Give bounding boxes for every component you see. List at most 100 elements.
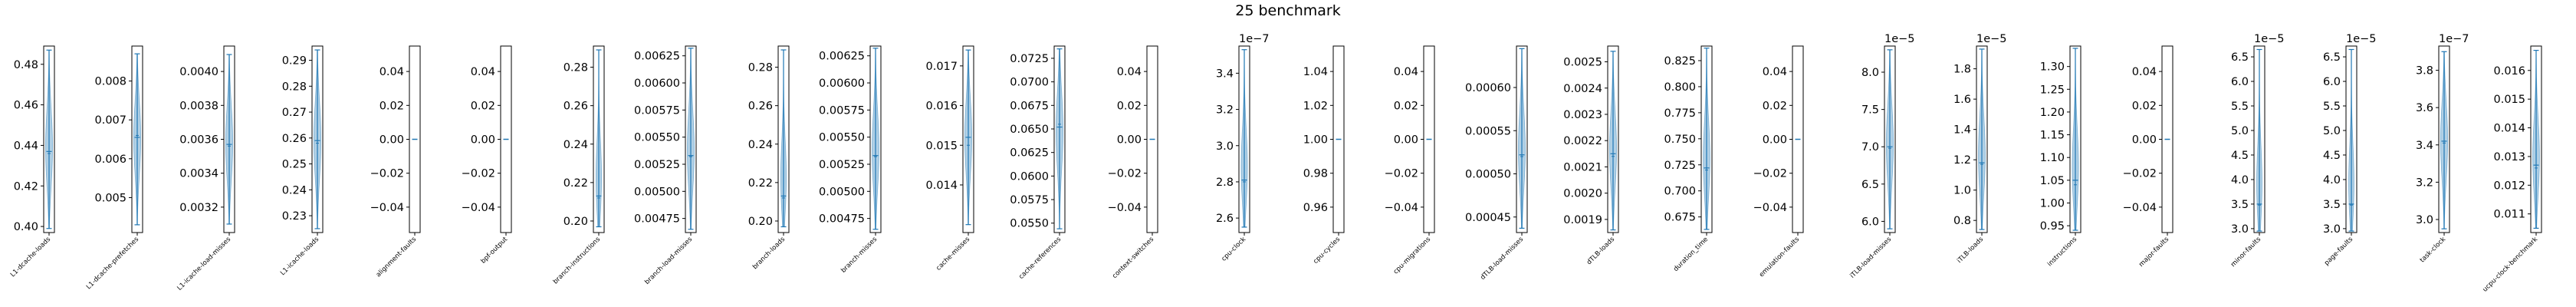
y-tick-label: 3.0 xyxy=(1216,140,1234,153)
category-label: cpu-cycles xyxy=(1312,236,1342,266)
y-tick-label: 1.04 xyxy=(1303,66,1328,78)
y-tick-label: 6.5 xyxy=(1861,179,1879,191)
y-tick-label: 0.22 xyxy=(748,177,773,190)
y-tick-label: 0.02 xyxy=(2132,100,2157,112)
y-tick-label: 5.5 xyxy=(2323,101,2341,113)
category-label: minor-faults xyxy=(2229,236,2263,269)
category-label: page-faults xyxy=(2323,236,2354,267)
y-tick-label: 0.28 xyxy=(282,81,307,93)
y-tick-label: −0.02 xyxy=(462,168,495,180)
y-tick-label: 0.014 xyxy=(925,180,958,192)
category-label: iTLB-load-misses xyxy=(1848,236,1893,280)
y-tick-label: 0.95 xyxy=(2040,220,2065,233)
panel-cache-misses: 0.014 0.015 0.016 0.017 cache-misses xyxy=(925,45,974,272)
y-tick-label: 0.04 xyxy=(380,66,404,78)
y-tick-label: 0.725 xyxy=(1664,160,1696,172)
y-tick-label: 0.012 xyxy=(2493,180,2525,192)
category-label: task-clock xyxy=(2419,236,2447,264)
y-tick-label: 0.014 xyxy=(2493,123,2525,135)
panel-dTLB-load-misses: 0.00045 0.00050 0.00055 0.00060 dTLB-load-mi… xyxy=(1465,45,1528,282)
y-tick-label: 0.00475 xyxy=(634,213,680,226)
category-label: branch-instructions xyxy=(552,236,603,286)
y-tick-label: 0.0650 xyxy=(1010,124,1049,136)
panel-L1-icache-loads: 0.23 0.24 0.25 0.26 0.27 0.28 0.29 L1-icache-lo… xyxy=(279,45,324,277)
y-tick-label: 0.00500 xyxy=(634,186,680,198)
panel-alignment-faults: −0.04 −0.02 0.00 0.02 0.04 alignment-faults xyxy=(370,45,421,279)
y-tick-label: 0.011 xyxy=(2493,209,2525,221)
y-tick-label: 0.00600 xyxy=(634,78,680,90)
y-tick-label: 0.016 xyxy=(925,101,958,113)
y-tick-label: 0.29 xyxy=(282,55,307,68)
y-tick-label: 6.5 xyxy=(2231,51,2249,64)
category-label: dTLB-loads xyxy=(1585,236,1617,267)
y-tick-label: 0.00 xyxy=(380,134,404,147)
y-tick-label: 0.00 xyxy=(471,134,495,147)
y-tick-label: 7.5 xyxy=(1861,104,1879,117)
y-tick-label: 0.0025 xyxy=(1563,57,1602,69)
y-tick-label: 1.00 xyxy=(2040,197,2065,210)
y-tick-label: 3.4 xyxy=(1216,68,1234,80)
y-tick-label: 0.00050 xyxy=(1465,169,1511,181)
y-tick-label: 1.2 xyxy=(1953,154,1971,167)
y-tick-label: 0.25 xyxy=(282,159,307,171)
panel-branch-load-misses: 0.00475 0.00500 0.00525 0.00550 0.00575 0.006… xyxy=(634,45,697,286)
y-tick-label: 5.5 xyxy=(2231,101,2249,113)
y-tick-label: 0.00060 xyxy=(1465,82,1511,94)
y-tick-label: 0.46 xyxy=(14,100,38,112)
category-label: branch-misses xyxy=(840,236,879,275)
category-label: ucpu-clock-benchmark xyxy=(2482,236,2540,294)
y-tick-label: 0.98 xyxy=(1303,168,1328,180)
y-tick-label: 4.0 xyxy=(2323,174,2341,187)
y-tick-label: 0.00575 xyxy=(819,104,865,117)
y-tick-label: 0.0625 xyxy=(1010,147,1049,160)
y-tick-label: 3.5 xyxy=(2323,199,2341,211)
y-tick-label: 0.0032 xyxy=(179,202,219,214)
y-tick-label: 0.44 xyxy=(14,140,38,152)
category-label: cpu-clock xyxy=(1221,236,1248,263)
y-tick-label: 0.00 xyxy=(1117,134,1142,147)
y-tick-label: 6.0 xyxy=(1861,216,1879,228)
y-tick-label: 0.02 xyxy=(380,100,404,112)
y-tick-label: 0.006 xyxy=(94,154,127,166)
panel-task-clock: 3.0 3.2 3.4 3.6 3.8 1e−7 task-clock xyxy=(2416,33,2469,264)
y-tick-label: 0.27 xyxy=(282,107,307,119)
y-tick-label: −0.04 xyxy=(1753,202,1787,214)
axis-exponent: 1e−5 xyxy=(2254,33,2285,45)
chart-title: 25 benchmark xyxy=(1235,2,1340,19)
y-tick-label: 3.6 xyxy=(2416,102,2433,114)
y-tick-label: 1.20 xyxy=(2040,107,2065,119)
y-tick-label: 0.22 xyxy=(564,177,588,190)
y-tick-label: 3.8 xyxy=(2416,65,2433,78)
category-label: cpu-migrations xyxy=(1392,236,1433,276)
panel-branch-instructions: 0.20 0.22 0.24 0.26 0.28 branch-instructions xyxy=(552,45,605,286)
category-label: context-switches xyxy=(1111,236,1155,280)
y-tick-label: −0.02 xyxy=(1385,168,1418,180)
y-tick-label: 0.008 xyxy=(94,76,127,88)
panel-cpu-cycles: 0.96 0.98 1.00 1.02 1.04 cpu-cycles xyxy=(1303,45,1345,266)
y-tick-label: 0.26 xyxy=(282,133,307,145)
y-tick-label: 1.8 xyxy=(1953,64,1971,76)
axis-exponent: 1e−7 xyxy=(2439,33,2469,45)
y-tick-label: 0.02 xyxy=(1763,100,1787,112)
y-tick-label: 0.26 xyxy=(564,101,588,113)
y-tick-label: −0.04 xyxy=(462,202,495,214)
y-tick-label: 1.30 xyxy=(2040,61,2065,74)
y-tick-label: 3.5 xyxy=(2231,199,2249,211)
y-tick-label: −0.02 xyxy=(370,168,404,180)
y-tick-label: −0.04 xyxy=(370,202,404,214)
category-label: iTLB-loads xyxy=(1956,236,1985,265)
y-tick-label: 0.20 xyxy=(564,216,588,228)
panel-L1-dcache-loads: 0.40 0.42 0.44 0.46 0.48 L1-dcache-loads xyxy=(9,45,55,279)
y-tick-label: 0.04 xyxy=(2132,66,2157,78)
y-tick-label: 0.700 xyxy=(1664,186,1696,198)
category-label: dTLB-load-misses xyxy=(1479,236,1525,282)
y-tick-label: 0.0040 xyxy=(179,66,219,78)
y-tick-label: 0.00550 xyxy=(634,132,680,144)
panel-page-faults: 3.0 3.5 4.0 4.5 5.0 5.5 6.0 6.5 1e−5 page-faults xyxy=(2323,33,2377,267)
y-tick-label: 6.5 xyxy=(2323,51,2341,64)
y-tick-label: −0.02 xyxy=(1108,168,1142,180)
y-tick-label: 6.0 xyxy=(2323,76,2341,88)
panel-duration_time: 0.675 0.700 0.725 0.750 0.775 0.800 0.825 durat… xyxy=(1664,45,1713,273)
y-tick-label: 0.24 xyxy=(282,184,307,196)
